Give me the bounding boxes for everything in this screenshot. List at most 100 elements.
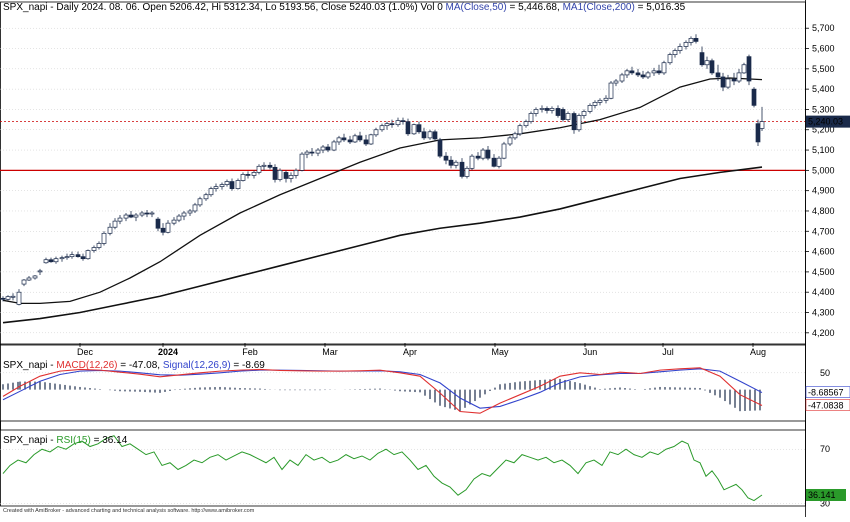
- candle-up: [224, 181, 230, 185]
- candle-up: [261, 164, 267, 167]
- macd-label: MACD(12,26): [56, 360, 117, 371]
- candle-up: [149, 212, 155, 215]
- candle-down: [155, 218, 161, 229]
- candle-up: [427, 131, 433, 139]
- candle-down: [405, 121, 411, 135]
- rsi-tick-label: 70: [820, 444, 830, 454]
- macd-pane-title: SPX_napi - MACD(12,26) = -47.08, Signal(…: [3, 360, 265, 371]
- price-tick-label: 4,500: [812, 267, 835, 277]
- month-label: Aug: [750, 347, 766, 357]
- price-tick-label: 4,400: [812, 287, 835, 297]
- candle-up: [37, 270, 43, 273]
- candle-up: [565, 113, 571, 120]
- candle-down: [432, 131, 438, 140]
- candle-up: [592, 101, 598, 106]
- candle-up: [759, 121, 765, 129]
- candle-up: [320, 146, 326, 151]
- candle-up: [117, 217, 123, 222]
- candle-down: [699, 52, 705, 66]
- candle-down: [128, 214, 134, 218]
- signal-value: = -8.69: [231, 360, 266, 371]
- price-tick-label: 5,700: [812, 23, 835, 33]
- candle-up: [293, 170, 299, 176]
- candle-down: [544, 108, 550, 111]
- candle-up: [528, 113, 534, 122]
- candle-up: [5, 296, 11, 300]
- rsi-badge: [806, 488, 846, 501]
- candle-up: [619, 74, 625, 82]
- candle-up: [336, 137, 342, 143]
- candle-up: [16, 291, 22, 305]
- month-label: Jun: [583, 347, 598, 357]
- candle-up: [171, 219, 177, 224]
- month-label: Dec: [77, 347, 94, 357]
- candle-up: [683, 42, 689, 47]
- candle-up: [549, 108, 555, 111]
- candle-up: [139, 212, 145, 216]
- price-tick-label: 4,600: [812, 247, 835, 257]
- candle-up: [235, 180, 241, 189]
- signal-badge-value: -8.68567: [808, 388, 844, 398]
- candle-up: [176, 215, 182, 221]
- candle-down: [709, 60, 715, 74]
- price-tick-label: 5,200: [812, 125, 835, 135]
- candle-down: [416, 124, 422, 133]
- candle-down: [75, 254, 81, 258]
- candle-up: [219, 184, 225, 187]
- rsi-pane-title: SPX_napi - RSI(15) = 36.14: [3, 435, 128, 446]
- rsi-prefix: SPX_napi -: [3, 435, 56, 446]
- last-close-value: 5,240.03: [808, 117, 843, 127]
- price-tick-label: 4,200: [812, 328, 835, 338]
- candle-up: [368, 134, 374, 145]
- candle-up: [480, 149, 486, 159]
- ma50-value: = 5,446.68,: [507, 2, 563, 13]
- price-pane-title: SPX_napi - Daily 2024. 08. 06. Open 5206…: [3, 2, 686, 13]
- candle-down: [389, 123, 395, 126]
- candle-down: [400, 120, 406, 122]
- candle-down: [720, 76, 726, 88]
- candle-up: [203, 194, 209, 200]
- month-label: 2024: [158, 347, 178, 357]
- candle-up: [352, 135, 358, 143]
- candle-up: [667, 54, 673, 64]
- ma50-label: MA(Close,50): [446, 2, 507, 13]
- candle-up: [704, 60, 710, 66]
- candle-down: [272, 166, 278, 180]
- last-close-badge: [806, 115, 850, 128]
- candle-up: [91, 247, 97, 251]
- candle-down: [475, 155, 481, 159]
- candle-up: [96, 243, 102, 248]
- candle-up: [373, 129, 379, 136]
- candle-down: [80, 256, 86, 260]
- candle-up: [315, 149, 321, 154]
- candle-down: [48, 259, 54, 263]
- price-tick-label: 5,300: [812, 104, 835, 114]
- candle-up: [496, 157, 502, 167]
- candle-down: [421, 131, 427, 139]
- candle-up: [507, 137, 513, 145]
- macd-tick-label: 50: [820, 368, 830, 378]
- candle-up: [123, 214, 129, 219]
- candle-up: [688, 38, 694, 43]
- candle-down: [283, 172, 289, 179]
- rsi-value: = 36.14: [91, 435, 128, 446]
- candle-down: [693, 38, 699, 42]
- candle-up: [21, 279, 27, 285]
- candle-up: [501, 143, 507, 159]
- candle-down: [731, 78, 737, 82]
- macd-line: [2, 367, 763, 414]
- candle-up: [64, 256, 70, 259]
- candle-up: [53, 258, 59, 263]
- signal-line: [2, 368, 763, 409]
- candle-up: [645, 72, 651, 78]
- candle-up: [43, 259, 49, 264]
- candle-down: [629, 70, 635, 74]
- candle-down: [485, 149, 491, 159]
- candle-down: [357, 135, 363, 141]
- candle-down: [746, 56, 752, 82]
- candle-down: [341, 137, 347, 141]
- candle-up: [213, 186, 219, 189]
- candle-up: [26, 277, 32, 281]
- macd-badge: [805, 399, 850, 411]
